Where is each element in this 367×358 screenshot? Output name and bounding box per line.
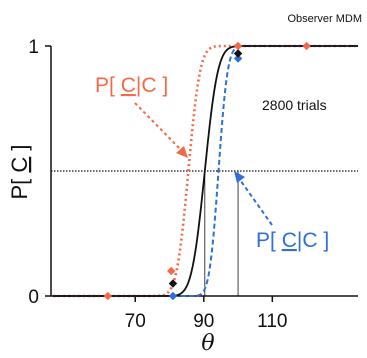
y-label-prefix: P[	[7, 173, 32, 200]
y-tick-label: 1	[28, 37, 39, 58]
trials-label: 2800 trials	[262, 97, 327, 113]
x-tick-label: 70	[125, 311, 146, 332]
blue-label-bar: |	[297, 229, 302, 252]
blue-label-arrow	[237, 176, 273, 226]
orange-arrow-head	[176, 146, 188, 158]
series-0-point-1	[167, 266, 176, 276]
series-label-orange: P[ C|C ]	[95, 74, 168, 97]
y-label-suffix: ]	[7, 144, 32, 156]
orange-label-arrow	[134, 102, 184, 153]
x-tick-label: 90	[193, 311, 214, 332]
x-axis-label: θ	[201, 331, 214, 356]
blue-arrow-head	[234, 171, 245, 183]
y-tick-label: 0	[28, 287, 39, 308]
blue-label-suffix: ]	[318, 229, 330, 252]
series-2-point-1	[233, 49, 243, 58]
axis-ticks: 70 90 110 0 1	[28, 37, 287, 332]
series-0-point-3	[302, 41, 311, 51]
series-1-point-1	[233, 54, 243, 63]
series-points	[103, 41, 311, 301]
blue-label-plain: C	[302, 229, 317, 252]
orange-label-plain: C	[141, 74, 156, 97]
series-0-point-2	[233, 41, 243, 51]
orange-label-suffix: ]	[157, 74, 169, 97]
series-0-point-0	[103, 291, 113, 301]
series-1-point-0	[168, 291, 178, 301]
series-2-point-0	[168, 279, 178, 288]
orange-label-bar: |	[136, 74, 141, 97]
x-tick-label: 110	[257, 311, 287, 332]
observer-label: Observer MDM	[287, 13, 362, 25]
orange-label-prefix: P[	[95, 74, 121, 97]
y-axis-label: P[ C ]	[7, 144, 32, 199]
y-label-underlined: C	[7, 157, 32, 173]
series-label-blue: P[ C|C ]	[256, 229, 329, 252]
blue-label-underlined: C	[282, 229, 297, 252]
blue-label-prefix: P[	[256, 229, 282, 252]
orange-label-underlined: C	[121, 74, 136, 97]
